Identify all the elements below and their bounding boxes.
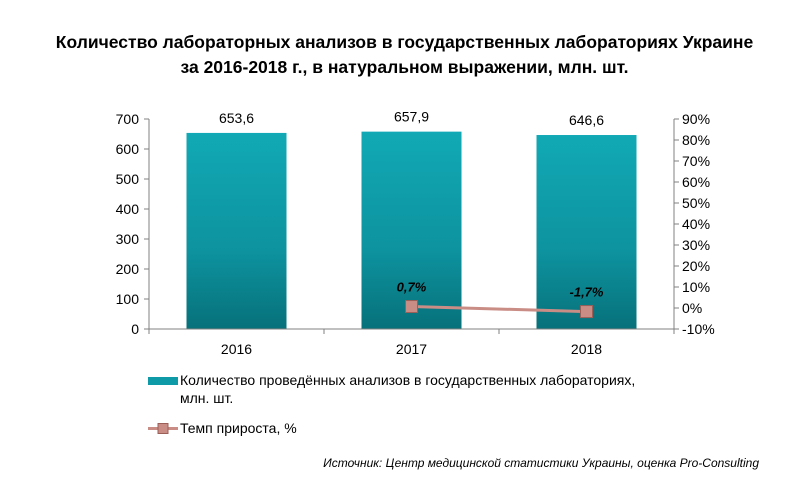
- y-right-tick-label: 0%: [682, 300, 702, 316]
- y-left-tick-label: 700: [116, 111, 140, 127]
- y-left-tick-label: 500: [116, 171, 140, 187]
- y-left-tick-label: 400: [116, 201, 140, 217]
- bar-data-label-2017: 657,9: [394, 109, 429, 125]
- y-right-tick-label: -10%: [682, 321, 715, 337]
- y-left-tick-label: 300: [116, 231, 140, 247]
- legend-bar-label-line-2: млн. шт.: [180, 390, 234, 406]
- bar-data-label-2016: 653,6: [219, 110, 254, 126]
- y-right-tick-label: 70%: [682, 153, 710, 169]
- chart-title: Количество лабораторных анализов в госуд…: [0, 30, 809, 80]
- y-left-tick-label: 200: [116, 261, 140, 277]
- y-left-tick-label: 600: [116, 141, 140, 157]
- y-right-tick-label: 40%: [682, 216, 710, 232]
- growth-rate-point-2018: [580, 305, 593, 319]
- source-note: Источник: Центр медицинской статистики У…: [323, 456, 759, 470]
- growth-rate-label-2018: -1,7%: [570, 285, 604, 300]
- x-tick-label: 2018: [571, 341, 602, 357]
- y-right-tick-label: 10%: [682, 279, 710, 295]
- y-right-tick-label: 50%: [682, 195, 710, 211]
- growth-rate-label-2017: 0,7%: [397, 280, 427, 295]
- y-right-tick-label: 30%: [682, 237, 710, 253]
- legend-line-swatch: [148, 423, 178, 434]
- y-right-tick-label: 20%: [682, 258, 710, 274]
- chart-title-line-2: за 2016-2018 г., в натуральном выражении…: [180, 57, 629, 77]
- bar-2016: [186, 132, 287, 329]
- y-right-tick-label: 80%: [682, 132, 710, 148]
- growth-rate-line: [411, 305, 587, 314]
- legend-bar-swatch: [148, 377, 178, 385]
- bar-2017: [361, 131, 462, 329]
- y-left-tick-label: 0: [131, 321, 139, 337]
- y-left-tick-label: 100: [116, 291, 140, 307]
- x-tick-label: 2016: [221, 341, 252, 357]
- growth-rate-point-2017: [405, 300, 418, 314]
- bar-2018: [536, 135, 637, 329]
- bar-data-label-2018: 646,6: [569, 112, 604, 128]
- x-tick-label: 2017: [396, 341, 427, 357]
- legend-bar-label-line-1: Количество проведённых анализов в госуда…: [180, 372, 636, 388]
- y-right-tick-label: 90%: [682, 111, 710, 127]
- legend-line-label: Темп прироста, %: [180, 420, 297, 436]
- chart-title-line-1: Количество лабораторных анализов в госуд…: [55, 32, 754, 52]
- y-right-tick-label: 60%: [682, 174, 710, 190]
